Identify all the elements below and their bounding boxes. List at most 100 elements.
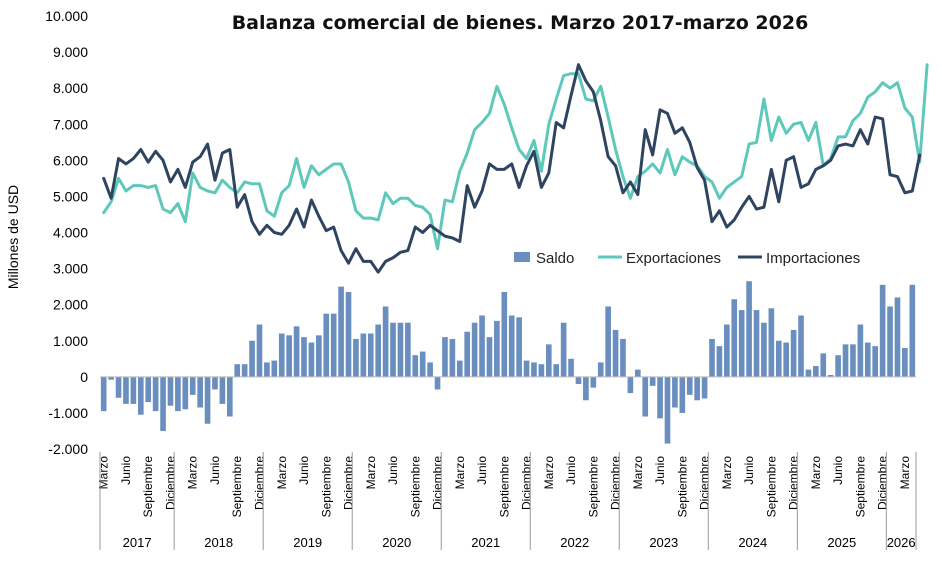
x-month-label: Junio	[119, 456, 133, 485]
saldo-bar	[716, 346, 723, 377]
saldo-bar	[330, 313, 337, 377]
saldo-bar	[887, 306, 893, 377]
saldo-bar	[316, 335, 322, 377]
x-year-label: 2022	[560, 535, 589, 550]
saldo-bar	[857, 324, 864, 377]
saldo-bar	[709, 338, 715, 377]
x-month-label: Marzo	[809, 456, 823, 490]
saldo-bar	[241, 364, 248, 377]
y-tick-label: 10.000	[45, 8, 88, 24]
saldo-bar	[738, 310, 745, 377]
x-month-label: Diciembre	[609, 456, 623, 510]
saldo-bar	[902, 347, 908, 377]
saldo-bar	[642, 376, 649, 417]
x-year-label: 2019	[293, 535, 322, 550]
saldo-bar	[553, 364, 560, 377]
saldo-bar	[486, 337, 493, 377]
saldo-bar	[353, 338, 359, 377]
x-month-label: Septiembre	[586, 456, 600, 518]
saldo-bar	[323, 313, 330, 377]
saldo-bar	[479, 315, 485, 377]
y-tick-label: -1.000	[48, 405, 88, 421]
saldo-bar	[271, 360, 278, 377]
saldo-bar	[701, 376, 708, 399]
saldo-bar	[501, 292, 508, 377]
saldo-bar	[724, 324, 730, 377]
y-tick-labels: 10.000 9.000 8.000 7.000 6.000 5.000 4.000 3.00…	[45, 8, 88, 457]
x-month-label: Diciembre	[876, 456, 890, 510]
saldo-bar	[842, 344, 849, 377]
saldo-bar	[805, 369, 812, 377]
saldo-bar	[864, 342, 871, 377]
x-month-label: Septiembre	[230, 456, 244, 518]
y-tick-label: 4.000	[53, 225, 88, 241]
saldo-bar	[516, 317, 522, 377]
x-year-label: 2023	[649, 535, 678, 550]
legend-label-importaciones: Importaciones	[766, 250, 860, 267]
saldo-bar	[434, 376, 441, 390]
saldo-bar	[508, 315, 515, 377]
saldo-bar	[790, 329, 797, 377]
x-month-label: Diciembre	[787, 456, 801, 510]
saldo-bar	[605, 306, 611, 377]
x-month-label: Septiembre	[408, 456, 422, 518]
saldo-bar	[175, 376, 181, 412]
x-month-label: Junio	[475, 456, 489, 485]
x-month-label: Marzo	[720, 456, 734, 490]
saldo-bars	[100, 281, 916, 444]
saldo-bar	[850, 344, 856, 377]
x-month-label: Diciembre	[163, 456, 177, 510]
saldo-bar	[123, 376, 129, 404]
x-month-label: Diciembre	[520, 456, 534, 510]
saldo-bar	[538, 364, 545, 377]
saldo-bar	[234, 364, 241, 377]
saldo-bar	[256, 324, 263, 377]
saldo-bar	[635, 369, 641, 377]
x-month-label: Junio	[742, 456, 756, 485]
y-tick-label: 3.000	[53, 261, 88, 277]
saldo-bar	[108, 376, 114, 380]
saldo-bar	[338, 286, 344, 377]
series-lines	[102, 63, 929, 274]
saldo-bar	[308, 342, 315, 377]
x-year-label: 2021	[471, 535, 500, 550]
saldo-bar	[249, 340, 255, 377]
x-month-label: Marzo	[186, 456, 200, 490]
saldo-bar	[189, 376, 196, 395]
y-tick-label: 6.000	[53, 152, 88, 168]
x-month-label: Diciembre	[342, 456, 356, 510]
x-month-label: Septiembre	[853, 456, 867, 518]
saldo-bar	[442, 337, 448, 377]
saldo-bar	[545, 344, 552, 377]
saldo-bar	[182, 376, 189, 410]
saldo-bar	[167, 376, 174, 406]
saldo-bar	[627, 376, 634, 394]
saldo-bar	[405, 322, 411, 377]
x-month-label: Septiembre	[141, 456, 155, 518]
saldo-bar	[672, 376, 678, 408]
saldo-bar	[879, 284, 886, 377]
saldo-bar	[568, 358, 574, 377]
importaciones-line	[102, 63, 922, 274]
x-month-label: Diciembre	[252, 456, 266, 510]
x-month-label: Junio	[386, 456, 400, 485]
x-year-label: 2026	[887, 535, 916, 550]
saldo-bar	[449, 338, 456, 377]
saldo-bar	[219, 376, 226, 404]
saldo-bar	[597, 362, 604, 377]
saldo-bar	[278, 333, 285, 377]
saldo-bar	[375, 324, 381, 377]
saldo-bar	[679, 376, 686, 413]
x-year-label: 2017	[123, 535, 152, 550]
saldo-bar	[798, 315, 804, 377]
saldo-bar	[293, 326, 300, 377]
saldo-bar	[382, 306, 389, 377]
y-tick-label: 5.000	[53, 188, 88, 204]
x-month-label: Marzo	[364, 456, 378, 490]
saldo-bar	[649, 376, 656, 386]
saldo-bar	[575, 376, 582, 385]
saldo-bar	[686, 376, 693, 395]
y-tick-label: 9.000	[53, 44, 88, 60]
saldo-bar	[523, 360, 530, 377]
x-month-label: Junio	[831, 456, 845, 485]
